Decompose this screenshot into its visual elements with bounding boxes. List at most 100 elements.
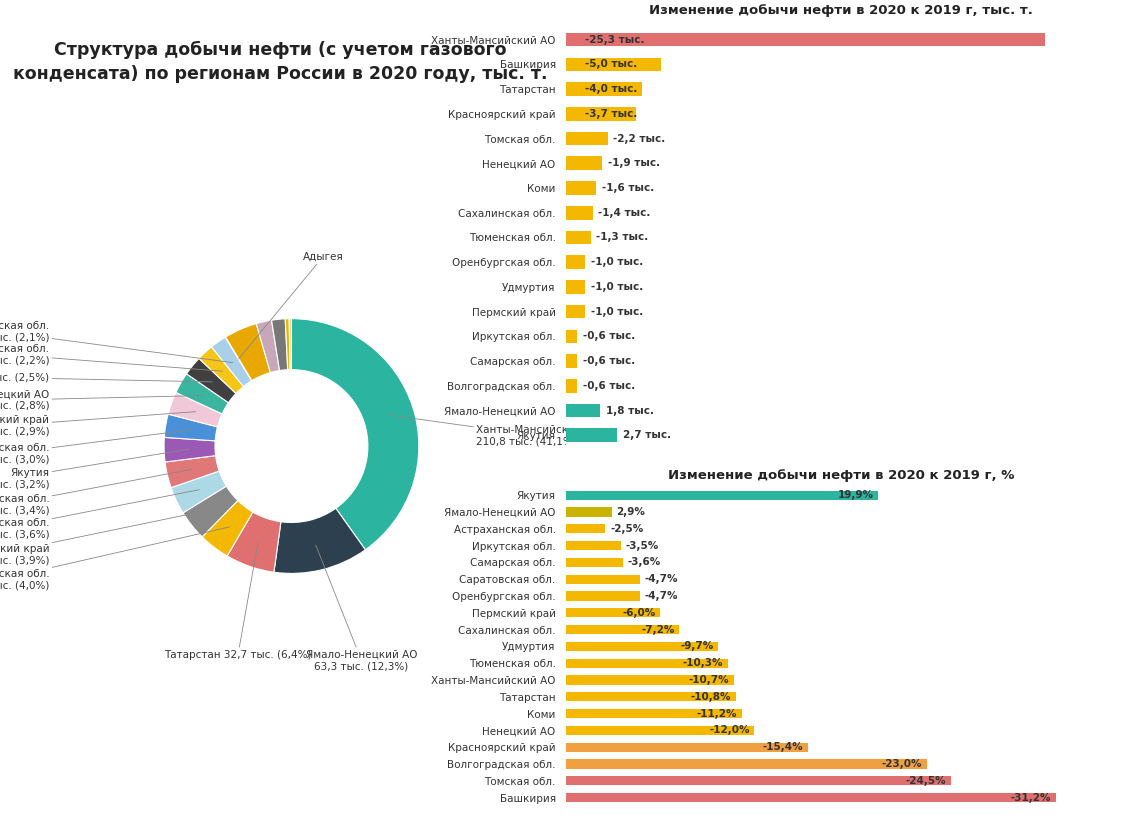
Text: -10,3%: -10,3% [683, 658, 723, 668]
Wedge shape [212, 337, 252, 387]
Wedge shape [186, 358, 237, 403]
Bar [566, 776, 951, 786]
Text: -23,0%: -23,0% [882, 759, 923, 769]
Text: -1,9 тыс.: -1,9 тыс. [608, 159, 660, 169]
Text: -10,8%: -10,8% [691, 691, 731, 702]
Bar [566, 507, 612, 516]
Text: Изменение добычи нефти в 2020 к 2019 г, тыс. т.: Изменение добычи нефти в 2020 к 2019 г, … [649, 4, 1032, 17]
Text: -4,0 тыс.: -4,0 тыс. [585, 84, 638, 94]
Text: 2,7 тыс.: 2,7 тыс. [623, 430, 671, 440]
Bar [566, 625, 679, 634]
Wedge shape [271, 319, 288, 371]
Bar [566, 491, 879, 500]
Text: 2,9%: 2,9% [617, 507, 646, 517]
Text: -3,5%: -3,5% [626, 540, 659, 551]
Bar [566, 608, 660, 617]
Wedge shape [225, 337, 252, 381]
Bar [566, 33, 1045, 46]
Bar [566, 658, 728, 667]
Text: -1,6 тыс.: -1,6 тыс. [602, 183, 655, 193]
Text: Тюменская обл.
11,2 тыс. (2,2%): Тюменская обл. 11,2 тыс. (2,2%) [0, 344, 222, 371]
Text: Оренбургская обл.
20,7 тыс. (4,0%): Оренбургская обл. 20,7 тыс. (4,0%) [0, 527, 230, 591]
Bar [566, 330, 577, 343]
Text: Татарстан 32,7 тыс. (6,4%): Татарстан 32,7 тыс. (6,4%) [164, 543, 312, 660]
Bar [566, 793, 1056, 802]
Text: -1,0 тыс.: -1,0 тыс. [591, 306, 643, 316]
Bar [566, 525, 605, 534]
Bar [566, 692, 735, 701]
Wedge shape [228, 512, 281, 572]
Text: -25,3 тыс.: -25,3 тыс. [585, 35, 645, 45]
Text: -11,2%: -11,2% [696, 709, 738, 719]
Text: -1,3 тыс.: -1,3 тыс. [596, 232, 649, 243]
Text: -7,2%: -7,2% [641, 624, 675, 634]
Text: -9,7%: -9,7% [680, 641, 714, 652]
Bar [566, 429, 618, 442]
Text: Самарская обл.
15,5 тыс. (3,0%): Самарская обл. 15,5 тыс. (3,0%) [0, 430, 191, 464]
Bar [566, 541, 621, 550]
Text: -2,2 тыс.: -2,2 тыс. [613, 134, 666, 144]
Bar [566, 354, 577, 368]
Text: Якутия
16,2 тыс. (3,2%): Якутия 16,2 тыс. (3,2%) [0, 449, 189, 490]
Wedge shape [289, 319, 291, 369]
Bar [566, 591, 640, 601]
Text: 19,9%: 19,9% [837, 490, 873, 501]
Text: 1,8 тыс.: 1,8 тыс. [605, 406, 654, 415]
Text: -0,6 тыс.: -0,6 тыс. [583, 356, 636, 366]
Text: -2,5%: -2,5% [610, 524, 643, 534]
Wedge shape [176, 374, 229, 414]
Wedge shape [257, 320, 279, 373]
Bar [566, 379, 577, 392]
Bar [566, 58, 660, 71]
Text: Коми 13,0 тыс. (2,5%): Коми 13,0 тыс. (2,5%) [0, 373, 212, 382]
Text: Иркутская обл.
17,3 тыс. (3,4%): Иркутская обл. 17,3 тыс. (3,4%) [0, 469, 192, 515]
Wedge shape [164, 438, 215, 462]
Text: -15,4%: -15,4% [762, 742, 803, 752]
Bar [566, 280, 585, 294]
Wedge shape [165, 414, 217, 441]
Bar [566, 206, 593, 220]
Text: -5,0 тыс.: -5,0 тыс. [585, 59, 638, 69]
Wedge shape [172, 471, 226, 513]
Wedge shape [200, 347, 243, 393]
Wedge shape [183, 487, 238, 537]
Wedge shape [168, 392, 222, 427]
Bar [566, 558, 622, 567]
Bar [566, 404, 600, 417]
Text: -4,7%: -4,7% [645, 574, 678, 584]
Text: -6,0%: -6,0% [622, 608, 656, 618]
Text: Пермский край
15,1 тыс. (2,9%): Пермский край 15,1 тыс. (2,9%) [0, 411, 195, 436]
Wedge shape [202, 501, 253, 556]
Bar [566, 642, 719, 651]
Text: -3,7 тыс.: -3,7 тыс. [585, 109, 638, 119]
Bar [566, 107, 637, 121]
Text: Ямало-Ненецкий АО
63,3 тыс. (12,3%): Ямало-Ненецкий АО 63,3 тыс. (12,3%) [306, 545, 417, 672]
Bar [566, 181, 596, 195]
Text: Изменение добычи нефти в 2020 к 2019 г, %: Изменение добычи нефти в 2020 к 2019 г, … [668, 469, 1013, 482]
Bar [566, 255, 585, 269]
Text: -10,7%: -10,7% [688, 675, 730, 685]
Bar [566, 709, 742, 718]
Bar [566, 575, 640, 584]
Text: -24,5%: -24,5% [906, 776, 946, 786]
Text: Астраханская обл.
11,0 тыс. (2,1%): Астраханская обл. 11,0 тыс. (2,1%) [0, 320, 233, 363]
Bar [566, 132, 608, 145]
Bar [566, 156, 602, 170]
Text: Структура добычи нефти (с учетом газового
конденсата) по регионам России в 2020 : Структура добычи нефти (с учетом газовог… [13, 41, 547, 83]
Text: Ненецкий АО
14,1 тыс. (2,8%): Ненецкий АО 14,1 тыс. (2,8%) [0, 389, 203, 411]
Text: Красноярский край
20,2 тыс. (3,9%): Красноярский край 20,2 тыс. (3,9%) [0, 510, 212, 565]
Wedge shape [165, 456, 220, 487]
Text: -3,6%: -3,6% [628, 558, 660, 567]
Wedge shape [285, 319, 290, 370]
Text: Ханты-Мансийский АО
210,8 тыс. (41,1%): Ханты-Мансийский АО 210,8 тыс. (41,1%) [389, 415, 601, 447]
Bar [566, 759, 927, 768]
Text: -0,6 тыс.: -0,6 тыс. [583, 381, 636, 391]
Bar [566, 726, 754, 735]
Text: Адыгея: Адыгея [239, 251, 344, 358]
Text: -1,4 тыс.: -1,4 тыс. [599, 208, 650, 218]
Bar [566, 743, 808, 752]
Wedge shape [274, 508, 365, 573]
Bar [566, 83, 642, 96]
Text: Сахалинская обл.
18,3 тыс. (3,6%): Сахалинская обл. 18,3 тыс. (3,6%) [0, 490, 200, 539]
Wedge shape [291, 319, 419, 550]
